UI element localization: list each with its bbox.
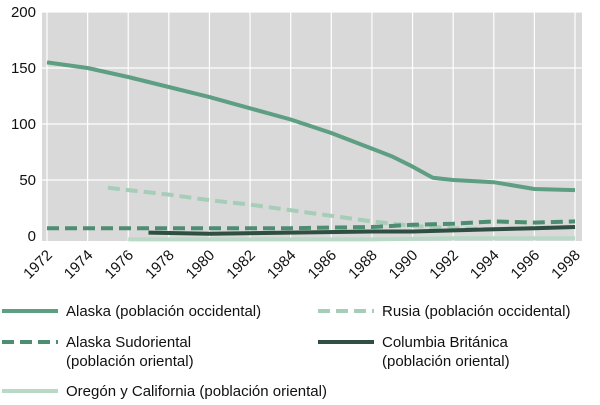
x-tick-label: 1986 (305, 247, 341, 283)
legend-label-2: Alaska Sudoriental (población oriental) (66, 334, 194, 370)
legend-label-1: Rusia (población occidental) (382, 303, 570, 320)
x-tick-label: 1980 (183, 247, 219, 283)
y-axis-tick-labels: 0 50 100 150 200 (11, 4, 36, 245)
x-tick-label: 1992 (426, 247, 462, 283)
x-tick-label: 1996 (508, 247, 544, 283)
legend-label-4: Oregón y California (población oriental) (66, 383, 327, 400)
y-tick-label: 100 (11, 116, 36, 133)
legend-label-0: Alaska (población occidental) (66, 303, 261, 320)
grid (42, 11, 582, 241)
x-tick-label: 1972 (20, 247, 56, 283)
x-tick-label: 1998 (548, 247, 584, 283)
legend: Alaska (población occidental) Rusia (pobl… (2, 303, 570, 400)
x-tick-label: 1976 (101, 247, 137, 283)
series-line-2 (47, 219, 576, 231)
series-line-0 (46, 60, 576, 193)
series-line-3 (148, 225, 576, 236)
x-tick-label: 1990 (386, 247, 422, 283)
series-lines (46, 60, 576, 242)
legend-label-3: Columbia Británica (población oriental) (382, 334, 510, 370)
x-tick-label: 1974 (61, 247, 97, 283)
y-tick-label: 200 (11, 4, 36, 21)
x-tick-label: 1984 (264, 247, 300, 283)
x-tick-label: 1978 (142, 247, 178, 283)
x-axis-tick-labels: 1972 1974 1976 1978 1980 1982 1984 1986 1988 1990… (20, 247, 584, 283)
x-tick-label: 1982 (223, 247, 259, 283)
y-tick-label: 50 (19, 172, 36, 189)
series-line-4 (128, 236, 575, 242)
series-line-1 (107, 185, 576, 232)
x-tick-label: 1988 (345, 247, 381, 283)
x-tick-label: 1994 (467, 247, 503, 283)
y-tick-label: 0 (28, 228, 36, 245)
y-tick-label: 150 (11, 60, 36, 77)
